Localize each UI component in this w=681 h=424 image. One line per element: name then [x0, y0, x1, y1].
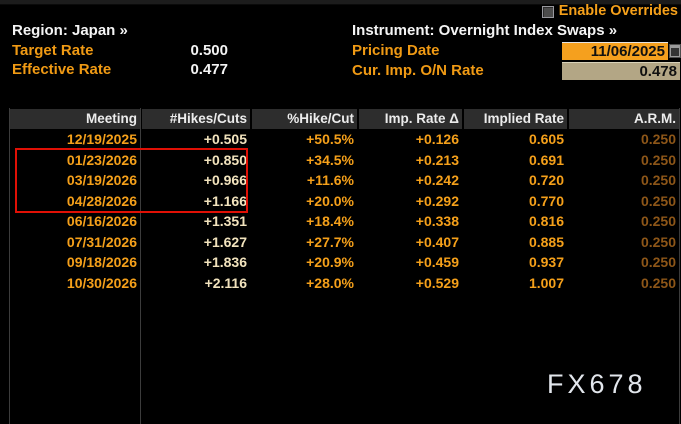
- cell-meeting: 12/19/2025: [66, 131, 137, 147]
- cell-hikes-cuts: +2.116: [204, 274, 247, 291]
- cell-meeting: 03/19/2026: [66, 172, 137, 188]
- cell-pct-hike-cut: +18.4%: [306, 213, 354, 229]
- table-row[interactable]: 04/28/2026 +1.166 +20.0% +0.292 0.770 0.250: [10, 191, 679, 212]
- pricing-date-label: Pricing Date: [352, 42, 440, 59]
- table-row[interactable]: 03/19/2026 +0.966 +11.6% +0.242 0.720 0.250: [10, 170, 679, 191]
- column-header-pct-hike-cut: %Hike/Cut: [252, 109, 357, 129]
- cell-arm: 0.250: [640, 254, 676, 270]
- column-header-arm: A.R.M.: [569, 109, 679, 129]
- cell-imp-rate-delta: +0.292: [415, 192, 459, 209]
- cell-pct-hike-cut: +11.6%: [306, 172, 354, 188]
- cell-hikes-cuts: +1.836: [203, 254, 247, 270]
- cell-meeting: 10/30/2026: [66, 274, 137, 291]
- cell-pct-hike-cut: +50.5%: [306, 131, 354, 147]
- effective-rate-value: 0.477: [190, 61, 228, 78]
- target-rate-label: Target Rate: [12, 42, 94, 59]
- cell-meeting: 07/31/2026: [66, 233, 137, 250]
- window-top-strip: [0, 0, 681, 5]
- table-row[interactable]: 01/23/2026 +0.850 +34.5% +0.213 0.691 0.250: [10, 150, 679, 171]
- cell-hikes-cuts: +0.966: [203, 172, 247, 188]
- cell-implied-rate: 0.885: [528, 233, 564, 250]
- cell-meeting: 09/18/2026: [66, 254, 137, 270]
- column-header-meeting: Meeting: [10, 109, 140, 129]
- cell-implied-rate: 1.007: [528, 274, 564, 291]
- enable-overrides-toggle[interactable]: Enable Overrides: [541, 3, 678, 19]
- instrument-selector[interactable]: Instrument: Overnight Index Swaps »: [352, 22, 618, 39]
- checkbox-icon[interactable]: [541, 5, 554, 18]
- effective-rate-label: Effective Rate: [12, 61, 112, 78]
- table-left-border: [9, 108, 10, 424]
- table-body: 12/19/2025 +0.505 +50.5% +0.126 0.605 0.250 01…: [0, 129, 681, 293]
- cell-imp-rate-delta: +0.529: [415, 274, 459, 291]
- cell-meeting: 04/28/2026: [66, 192, 137, 209]
- column-header-hikes-cuts: #Hikes/Cuts: [142, 109, 250, 129]
- cell-imp-rate-delta: +0.407: [415, 233, 459, 250]
- cell-hikes-cuts: +0.850: [203, 151, 247, 168]
- cur-imp-on-rate-input[interactable]: 0.478: [562, 62, 680, 80]
- cell-arm: 0.250: [640, 274, 676, 291]
- watermark: FX678: [547, 369, 647, 399]
- cell-implied-rate: 0.691: [528, 151, 564, 168]
- cell-pct-hike-cut: +27.7%: [306, 233, 354, 250]
- cell-meeting: 01/23/2026: [66, 151, 137, 168]
- enable-overrides-label: Enable Overrides: [558, 3, 678, 19]
- cell-pct-hike-cut: +34.5%: [306, 151, 354, 168]
- target-rate-value: 0.500: [190, 42, 228, 59]
- cell-arm: 0.250: [640, 131, 676, 147]
- cell-imp-rate-delta: +0.213: [415, 151, 459, 168]
- cell-meeting: 06/16/2026: [66, 213, 137, 229]
- table-row[interactable]: 06/16/2026 +1.351 +18.4% +0.338 0.816 0.250: [10, 211, 679, 232]
- cell-imp-rate-delta: +0.338: [415, 213, 459, 229]
- table-right-border: [679, 108, 680, 424]
- cell-hikes-cuts: +1.351: [203, 213, 247, 229]
- cell-arm: 0.250: [640, 233, 676, 250]
- region-selector[interactable]: Region: Japan »: [12, 22, 128, 39]
- pricing-date-input[interactable]: 11/06/2025: [562, 42, 668, 60]
- cell-hikes-cuts: +0.505: [203, 131, 247, 147]
- table-row[interactable]: 12/19/2025 +0.505 +50.5% +0.126 0.605 0.250: [10, 129, 679, 150]
- cell-pct-hike-cut: +28.0%: [306, 274, 354, 291]
- cell-arm: 0.250: [640, 192, 676, 209]
- cell-implied-rate: 0.605: [528, 131, 564, 147]
- cell-hikes-cuts: +1.627: [203, 233, 247, 250]
- cell-implied-rate: 0.770: [528, 192, 564, 209]
- highlight-annotation-box: [15, 148, 248, 213]
- cell-arm: 0.250: [640, 151, 676, 168]
- cell-pct-hike-cut: +20.0%: [306, 192, 354, 209]
- cell-hikes-cuts: +1.166: [203, 192, 247, 209]
- column-header-implied-rate: Implied Rate: [464, 109, 567, 129]
- cell-imp-rate-delta: +0.459: [415, 254, 459, 270]
- calendar-icon[interactable]: [669, 44, 681, 58]
- cell-pct-hike-cut: +20.9%: [306, 254, 354, 270]
- table-row[interactable]: 10/30/2026 +2.116 +28.0% +0.529 1.007 0.250: [10, 273, 679, 294]
- column-header-imp-rate-delta: Imp. Rate Δ: [359, 109, 462, 129]
- table-row[interactable]: 07/31/2026 +1.627 +27.7% +0.407 0.885 0.250: [10, 232, 679, 253]
- table-row[interactable]: 09/18/2026 +1.836 +20.9% +0.459 0.937 0.250: [10, 252, 679, 273]
- cell-arm: 0.250: [640, 213, 676, 229]
- cell-implied-rate: 0.720: [528, 172, 564, 188]
- cell-implied-rate: 0.816: [528, 213, 564, 229]
- cell-imp-rate-delta: +0.242: [415, 172, 459, 188]
- table-header-row: Meeting #Hikes/Cuts %Hike/Cut Imp. Rate Δ Im…: [10, 109, 681, 129]
- cell-imp-rate-delta: +0.126: [415, 131, 459, 147]
- cur-imp-on-rate-label: Cur. Imp. O/N Rate: [352, 62, 484, 79]
- meeting-column-divider: [140, 108, 141, 424]
- cell-implied-rate: 0.937: [528, 254, 564, 270]
- cell-arm: 0.250: [640, 172, 676, 188]
